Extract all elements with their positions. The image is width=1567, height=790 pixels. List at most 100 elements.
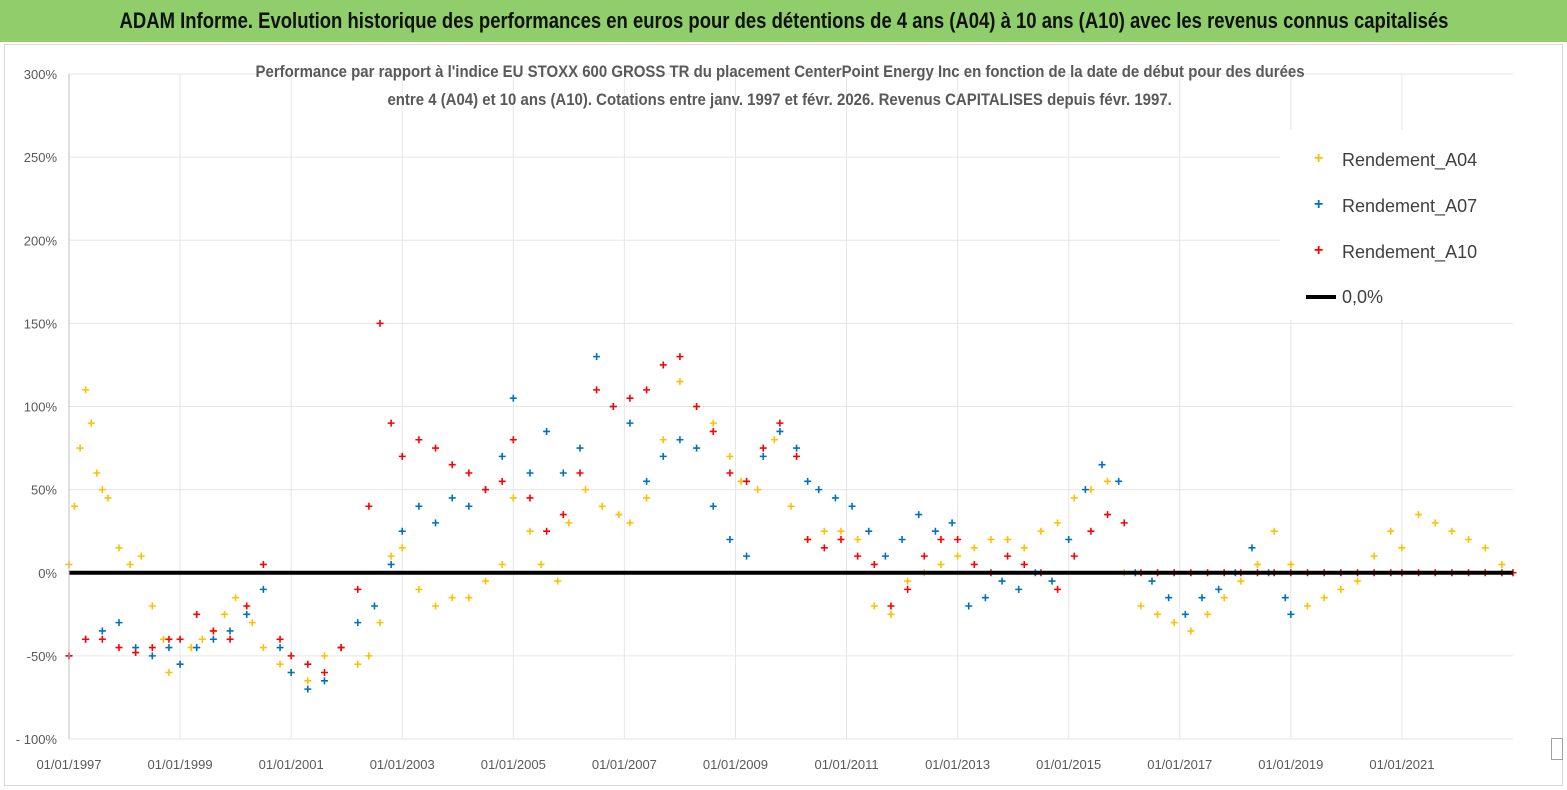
point-a07 [915,511,923,519]
point-a04 [1387,527,1395,535]
point-a10 [676,353,684,361]
point-a04 [365,652,373,660]
point-a07 [1115,477,1123,485]
point-a07 [743,552,751,560]
point-a07 [432,519,440,527]
point-a07 [659,452,667,460]
legend-item-a10: + Rendement_A10 [1304,240,1477,264]
point-a10 [176,635,184,643]
legend-zero-label: 0,0% [1342,286,1384,307]
point-a07 [676,436,684,444]
x-tick-label: 01/01/1997 [36,757,101,772]
point-a07 [1248,544,1256,552]
point-a07 [193,644,201,652]
point-a07 [1198,594,1206,602]
point-a10 [415,436,423,444]
point-a07 [1081,486,1089,494]
point-a07 [998,577,1006,585]
point-a04 [598,502,606,510]
y-tick-label: 150% [24,316,58,331]
y-tick-label: 0% [38,566,57,581]
point-a07 [881,552,889,560]
point-a04 [398,544,406,552]
point-a04 [1220,594,1228,602]
point-a04 [304,677,312,685]
point-a07 [1148,577,1156,585]
point-a04 [1004,536,1012,543]
point-a04 [465,594,473,602]
point-a10 [320,669,328,676]
point-a07 [543,427,551,435]
point-a10 [387,419,395,427]
point-a10 [115,644,123,652]
point-a04 [1137,602,1145,610]
point-a04 [1104,477,1112,485]
point-a04 [1187,627,1195,635]
point-a04 [482,577,490,585]
y-tick-label: 200% [24,233,58,248]
point-a04 [104,494,112,502]
point-a07 [643,477,651,485]
point-a04 [221,610,229,618]
point-a04 [1337,585,1345,593]
point-a04 [1370,552,1378,560]
point-a07 [776,427,784,435]
point-a04 [1237,577,1245,585]
point-a10 [276,635,284,643]
point-a04 [82,386,90,394]
point-a04 [1415,511,1423,519]
legend-zero-marker [1304,285,1340,309]
point-a07 [865,527,873,535]
y-tick-label: 50% [31,483,57,498]
banner-title: ADAM Informe. Evolution historique des p… [119,8,1448,33]
point-a10 [482,486,490,494]
point-a04 [232,594,240,602]
point-a10 [1120,519,1128,527]
point-a10 [726,469,734,477]
point-a04 [1020,544,1028,552]
point-a04 [1448,527,1456,535]
point-a04 [726,452,734,460]
point-a04 [709,419,717,427]
point-a04 [526,527,534,535]
point-a04 [870,602,878,610]
point-a04 [509,494,517,502]
point-a10 [626,394,634,402]
point-a04 [1054,519,1062,527]
point-a10 [259,560,267,568]
point-a10 [226,635,234,643]
point-a04 [1353,577,1361,585]
scroll-handle[interactable] [1551,738,1563,760]
point-a07 [831,494,839,502]
point-a07 [848,502,856,510]
point-a07 [287,669,295,676]
point-a10 [1054,585,1062,593]
point-a04 [787,502,795,510]
point-a10 [365,502,373,510]
point-a04 [165,669,173,676]
point-a10 [1020,560,1028,568]
point-a07 [370,602,378,610]
point-a04 [615,511,623,519]
point-a04 [137,552,145,560]
point-a10 [904,585,912,593]
point-a04 [1170,619,1178,627]
point-a07 [1287,610,1295,618]
legend-a04-label: Rendement_A04 [1342,149,1478,170]
point-a04 [126,560,134,568]
point-a07 [498,452,506,460]
point-a10 [337,644,345,652]
point-a04 [676,378,684,386]
series-a04-points [65,378,1517,685]
point-a04 [537,560,545,568]
legend-item-zero: 0,0% [1304,285,1383,309]
point-a04 [1398,544,1406,552]
point-a07 [1065,536,1073,543]
point-a10 [804,536,812,543]
point-a10 [820,544,828,552]
point-a10 [509,436,517,444]
point-a04 [93,469,101,477]
point-a04 [1037,527,1045,535]
point-a04 [565,519,573,527]
point-a04 [98,486,106,494]
